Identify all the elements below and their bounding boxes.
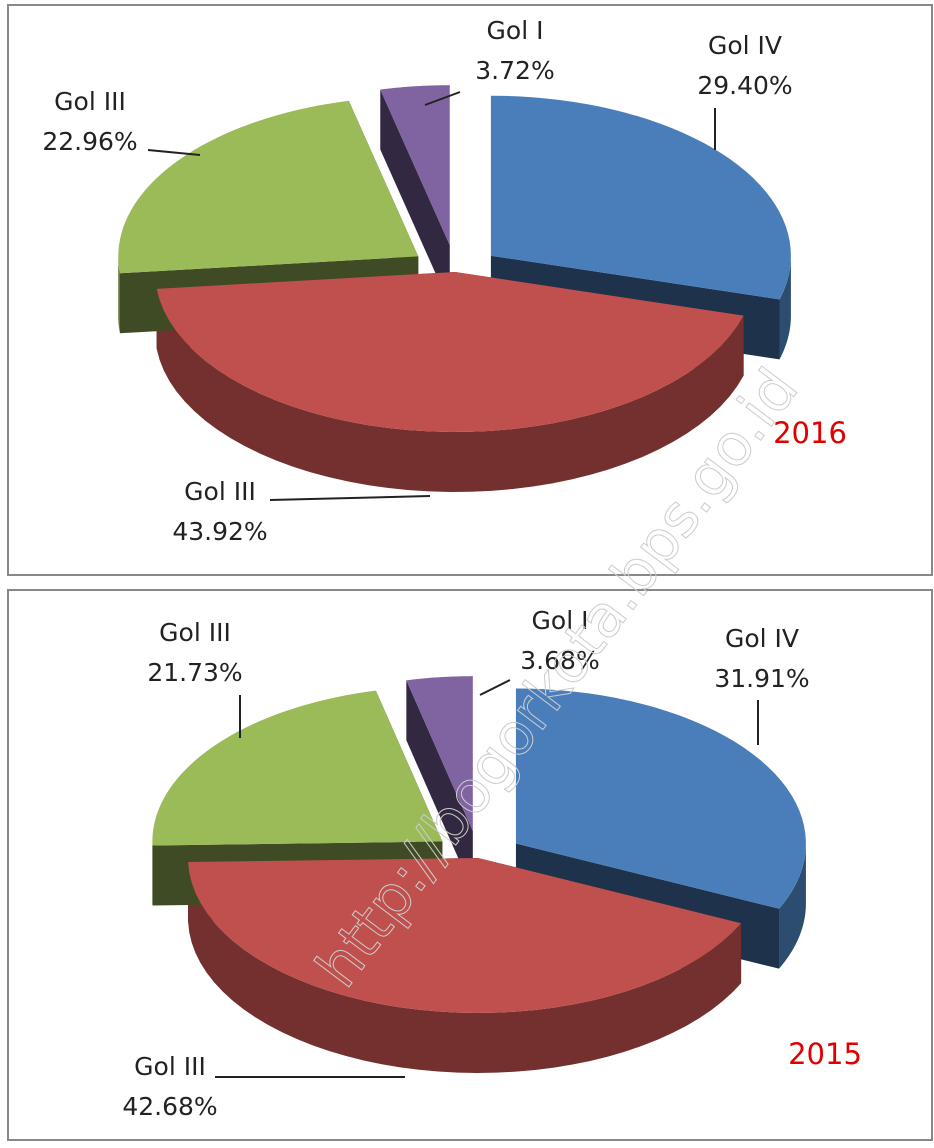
slice-label: Gol III: [134, 1052, 206, 1081]
value-label: 43.92%: [172, 517, 267, 546]
value-label: 29.40%: [697, 71, 792, 100]
slice-label: Gol IV: [725, 624, 799, 653]
value-label: 21.73%: [147, 658, 242, 687]
slice-label: Gol III: [184, 477, 256, 506]
year-annotation: 2015: [788, 1037, 862, 1071]
slice-label: Gol IV: [708, 31, 782, 60]
value-label: 42.68%: [122, 1092, 217, 1121]
value-label: 22.96%: [42, 127, 137, 156]
value-label: 3.72%: [475, 56, 554, 85]
slice-label: Gol III: [54, 87, 126, 116]
slice-label: Gol III: [159, 618, 231, 647]
value-label: 31.91%: [714, 664, 809, 693]
slice-label: Gol I: [487, 16, 544, 45]
